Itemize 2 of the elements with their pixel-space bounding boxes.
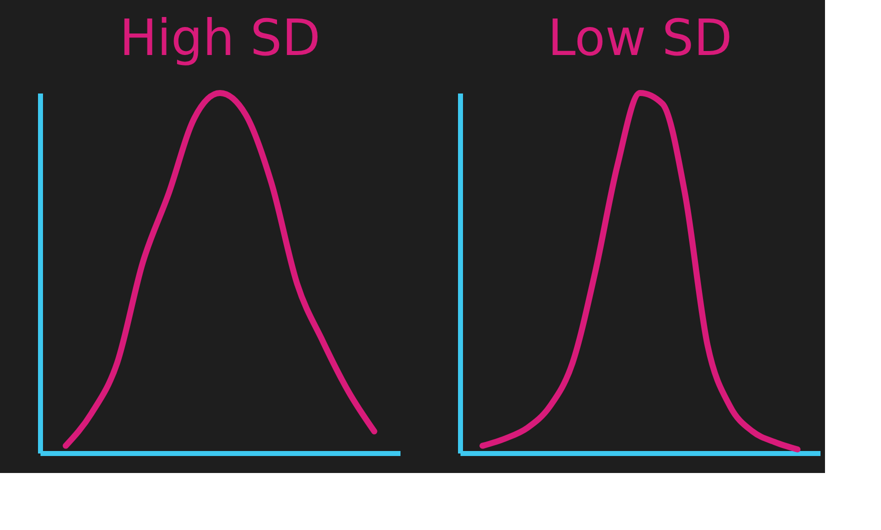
chart-title: High SD [119, 9, 321, 67]
chart-title: Low SD [548, 9, 732, 67]
